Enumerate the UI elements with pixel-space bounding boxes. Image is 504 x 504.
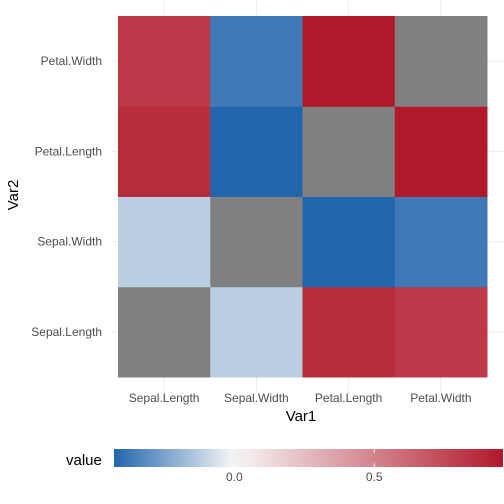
legend-title: value	[66, 452, 102, 469]
y-axis-title: Var2	[5, 180, 22, 211]
heatmap-cells	[118, 16, 488, 378]
x-tick-labels: Sepal.Length Sepal.Width Petal.Length Petal…	[129, 391, 472, 405]
legend-ticks: 0.0 0.5	[226, 449, 383, 484]
heatmap-cell-Petal.Width-Petal.Length	[394, 106, 488, 197]
y-tick-label: Sepal.Length	[31, 325, 102, 339]
x-tick-label: Petal.Length	[315, 391, 382, 405]
x-tick-label: Petal.Width	[410, 391, 471, 405]
heatmap-cell-Sepal.Length-Sepal.Width	[118, 196, 211, 288]
heatmap-cell-Petal.Length-Sepal.Width	[302, 196, 396, 288]
legend-colorbar	[114, 449, 503, 467]
heatmap-cell-Sepal.Width-Petal.Length	[210, 106, 303, 197]
heatmap-cell-Petal.Width-Petal.Width	[394, 16, 488, 107]
y-tick-label: Sepal.Width	[37, 235, 102, 249]
y-tick-label: Petal.Length	[35, 144, 102, 158]
heatmap-cell-Sepal.Width-Sepal.Length	[210, 286, 303, 378]
heatmap-cell-Sepal.Width-Sepal.Width	[210, 196, 303, 288]
x-axis-title: Var1	[286, 408, 317, 425]
heatmap-cell-Petal.Width-Sepal.Width	[394, 196, 488, 288]
legend-tick-label: 0.0	[226, 470, 243, 484]
x-tick-label: Sepal.Width	[224, 391, 289, 405]
legend-tick-label: 0.5	[366, 470, 383, 484]
heatmap-cell-Sepal.Length-Petal.Length	[118, 106, 211, 197]
heatmap-cell-Sepal.Length-Petal.Width	[118, 16, 211, 107]
heatmap-cell-Sepal.Width-Petal.Width	[210, 16, 303, 107]
heatmap-cell-Petal.Length-Petal.Width	[302, 16, 396, 107]
heatmap-cell-Petal.Length-Sepal.Length	[302, 286, 396, 378]
color-legend: value 0.0 0.5	[66, 449, 503, 484]
y-tick-label: Petal.Width	[41, 54, 102, 68]
heatmap-cell-Sepal.Length-Sepal.Length	[118, 286, 211, 378]
x-tick-label: Sepal.Length	[129, 391, 200, 405]
y-tick-labels: Sepal.Length Sepal.Width Petal.Length Petal…	[31, 54, 102, 339]
heatmap-cell-Petal.Length-Petal.Length	[302, 106, 396, 197]
heatmap-cell-Petal.Width-Sepal.Length	[394, 286, 488, 378]
